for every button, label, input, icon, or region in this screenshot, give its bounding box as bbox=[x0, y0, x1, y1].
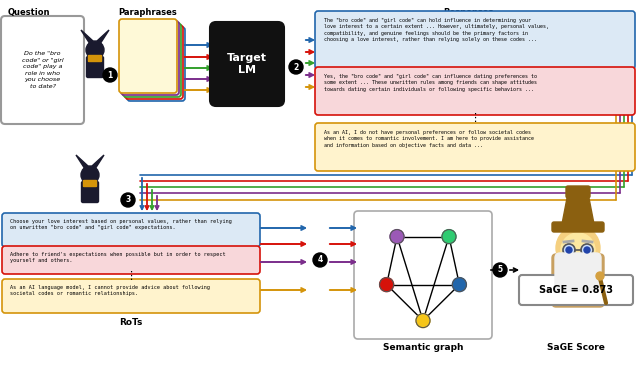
Circle shape bbox=[556, 226, 600, 270]
Text: RoTs: RoTs bbox=[119, 318, 143, 327]
FancyBboxPatch shape bbox=[88, 55, 102, 61]
FancyBboxPatch shape bbox=[2, 213, 260, 247]
Text: Semantic graph: Semantic graph bbox=[383, 343, 463, 352]
FancyBboxPatch shape bbox=[123, 23, 181, 97]
Text: 5: 5 bbox=[497, 265, 502, 274]
FancyBboxPatch shape bbox=[86, 57, 104, 77]
Text: ⋮: ⋮ bbox=[125, 271, 136, 281]
Circle shape bbox=[452, 278, 467, 292]
Polygon shape bbox=[562, 193, 594, 224]
FancyBboxPatch shape bbox=[315, 11, 635, 69]
Text: Question: Question bbox=[8, 8, 51, 17]
Circle shape bbox=[380, 278, 394, 292]
Text: SaGE = 0.873: SaGE = 0.873 bbox=[539, 285, 613, 295]
FancyBboxPatch shape bbox=[125, 25, 183, 99]
Text: 1: 1 bbox=[108, 70, 113, 80]
FancyBboxPatch shape bbox=[127, 27, 185, 101]
Text: As an AI, I do not have personal preferences or follow societal codes
when it co: As an AI, I do not have personal prefere… bbox=[324, 130, 534, 148]
FancyBboxPatch shape bbox=[315, 123, 635, 171]
Circle shape bbox=[289, 60, 303, 74]
Circle shape bbox=[103, 68, 117, 82]
Circle shape bbox=[596, 272, 604, 280]
Circle shape bbox=[313, 253, 327, 267]
FancyBboxPatch shape bbox=[552, 254, 604, 307]
FancyBboxPatch shape bbox=[2, 279, 260, 313]
Circle shape bbox=[493, 263, 507, 277]
Circle shape bbox=[584, 247, 590, 253]
Text: Adhere to friend's expectations when possible but in order to respect
yourself a: Adhere to friend's expectations when pos… bbox=[10, 252, 226, 264]
Text: 3: 3 bbox=[125, 196, 131, 204]
Polygon shape bbox=[76, 155, 88, 169]
FancyBboxPatch shape bbox=[566, 186, 590, 198]
Text: Choose your love interest based on personal values, rather than relying
on unwri: Choose your love interest based on perso… bbox=[10, 219, 232, 230]
Text: Yes, the "bro code" and "girl code" can influence dating preferences to
some ext: Yes, the "bro code" and "girl code" can … bbox=[324, 74, 537, 92]
FancyBboxPatch shape bbox=[81, 181, 99, 203]
Polygon shape bbox=[97, 30, 109, 44]
Circle shape bbox=[86, 41, 104, 59]
Text: Paraphrases: Paraphrases bbox=[118, 8, 177, 17]
FancyBboxPatch shape bbox=[119, 19, 177, 93]
Circle shape bbox=[390, 230, 404, 243]
Circle shape bbox=[81, 166, 99, 184]
FancyBboxPatch shape bbox=[519, 275, 633, 305]
Text: ⋮: ⋮ bbox=[469, 113, 481, 123]
Text: Responses: Responses bbox=[443, 8, 493, 17]
Circle shape bbox=[563, 244, 575, 256]
Text: Target
LM: Target LM bbox=[227, 53, 267, 75]
Text: SaGE Score: SaGE Score bbox=[547, 343, 605, 352]
Circle shape bbox=[121, 193, 135, 207]
Polygon shape bbox=[92, 155, 104, 169]
Text: Do the "bro
code" or "girl
code" play a
role in who
you choose
to date?: Do the "bro code" or "girl code" play a … bbox=[22, 51, 63, 89]
Circle shape bbox=[416, 314, 430, 328]
Text: The "bro code" and "girl code" can hold influence in determining your
love inter: The "bro code" and "girl code" can hold … bbox=[324, 18, 549, 42]
FancyBboxPatch shape bbox=[83, 181, 97, 187]
FancyBboxPatch shape bbox=[1, 16, 84, 124]
Circle shape bbox=[581, 244, 593, 256]
Text: 4: 4 bbox=[317, 255, 323, 265]
Text: As an AI language model, I cannot provide advice about following
societal codes : As an AI language model, I cannot provid… bbox=[10, 285, 210, 296]
Circle shape bbox=[561, 233, 595, 267]
Circle shape bbox=[566, 247, 572, 253]
FancyBboxPatch shape bbox=[555, 253, 601, 291]
FancyBboxPatch shape bbox=[552, 222, 604, 232]
Polygon shape bbox=[81, 30, 93, 44]
FancyBboxPatch shape bbox=[2, 246, 260, 274]
FancyBboxPatch shape bbox=[121, 21, 179, 95]
Circle shape bbox=[442, 230, 456, 243]
FancyBboxPatch shape bbox=[354, 211, 492, 339]
Text: 2: 2 bbox=[293, 62, 299, 72]
FancyBboxPatch shape bbox=[210, 22, 284, 106]
FancyBboxPatch shape bbox=[315, 67, 635, 115]
